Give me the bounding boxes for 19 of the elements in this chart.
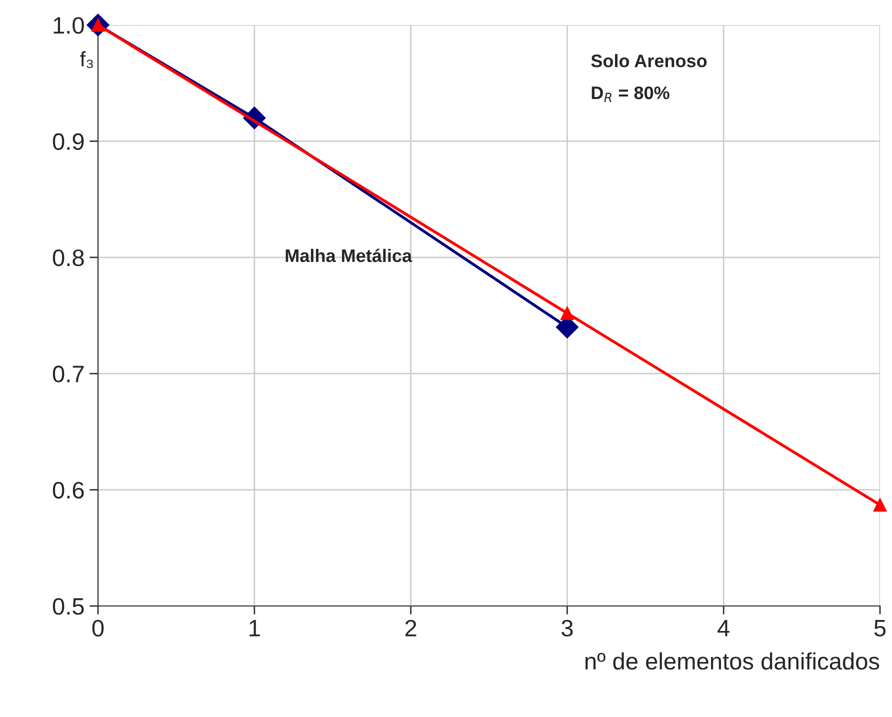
annotation: D$_{R}$ = 80% <box>592 86 670 102</box>
x-tick-label: 4 <box>718 620 730 636</box>
x-axis-title: nº de elementos danificados <box>586 652 880 670</box>
y-axis-title: f₃ <box>80 51 93 68</box>
y-tick-label: 0.7 <box>52 366 84 382</box>
x-tick-label: 5 <box>874 620 886 637</box>
x-tick-label: 1 <box>250 620 260 636</box>
point <box>560 306 574 320</box>
y-tick-label: 0.5 <box>52 598 84 615</box>
point <box>873 498 887 512</box>
y-tick-label: 0.8 <box>52 249 84 266</box>
x-tick-label: 0 <box>92 620 104 637</box>
y-tick-label: 0.9 <box>52 133 84 150</box>
series-label: Malha Metálica <box>286 248 412 262</box>
x-tick-label: 2 <box>405 620 416 636</box>
y-tick-label: 1.0 <box>54 17 84 34</box>
y-tick-label: 0.6 <box>52 482 84 499</box>
x-tick-label: 3 <box>562 620 573 637</box>
annotation: Solo Arenoso <box>591 54 707 68</box>
